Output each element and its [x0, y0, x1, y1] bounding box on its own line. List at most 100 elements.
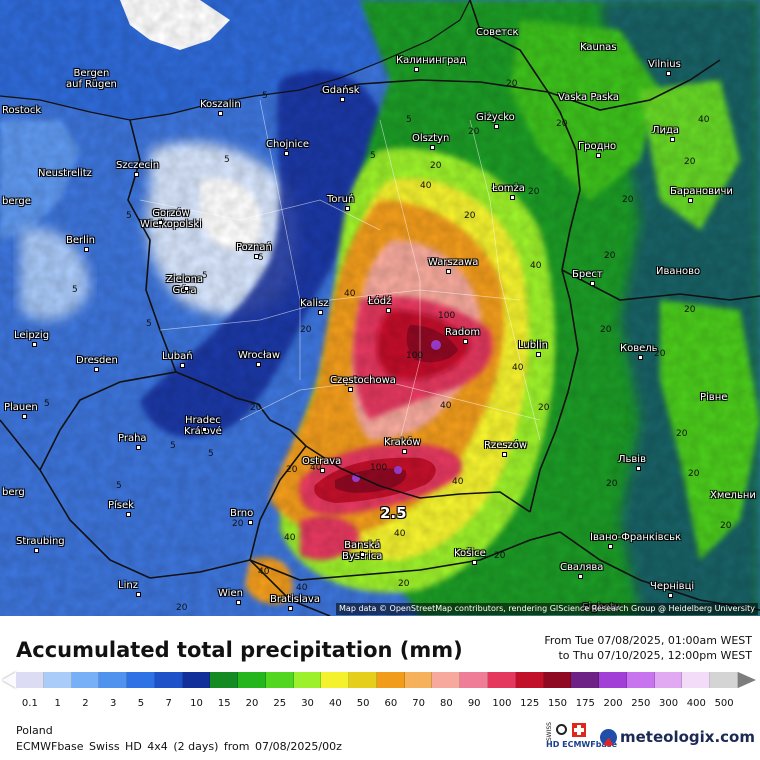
- city-marker: [510, 195, 515, 200]
- contour-value-label: 5: [406, 115, 412, 125]
- city-label: Rostock: [2, 105, 42, 116]
- scale-tick-label: 40: [328, 698, 342, 709]
- scale-tick-label: 250: [631, 698, 651, 709]
- scale-cell: [404, 672, 433, 688]
- city-marker: [34, 548, 39, 553]
- contour-value-label: 40: [512, 363, 524, 373]
- city-label: Свалява: [560, 562, 604, 573]
- badge-label: HD ECMWFbase: [546, 740, 618, 749]
- scale-cell: [265, 672, 294, 688]
- city-label: Giżycko: [476, 112, 515, 123]
- contour-value-label: 5: [208, 449, 214, 459]
- search-icon: [556, 724, 567, 735]
- city-label: Vilnius: [648, 59, 681, 70]
- scale-cell: [321, 672, 350, 688]
- city-marker: [202, 427, 207, 432]
- scale-tick-label: 2: [82, 698, 89, 709]
- scale-cell: [238, 672, 266, 688]
- contour-value-label: 20: [556, 119, 568, 129]
- scale-tick-label: 50: [356, 698, 370, 709]
- scale-cell: [43, 672, 72, 688]
- city-marker: [318, 310, 323, 315]
- city-label: Kalisz: [300, 298, 329, 309]
- contour-value-label: 100: [406, 351, 424, 361]
- precipitation-map[interactable]: Советск Kaunas Vilnius Калининград Bergen auf…: [0, 0, 760, 616]
- scale-cell: [599, 672, 627, 688]
- city-marker: [340, 97, 345, 102]
- city-marker: [94, 367, 99, 372]
- city-marker: [638, 355, 643, 360]
- city-marker: [536, 352, 541, 357]
- city-label: Olsztyn: [412, 133, 450, 144]
- contour-value-label: 40: [420, 181, 432, 191]
- city-label: Neustrelitz: [38, 168, 92, 179]
- scale-tick-label: 1: [54, 698, 61, 709]
- city-marker: [608, 544, 613, 549]
- city-marker: [502, 452, 507, 457]
- city-marker: [158, 220, 163, 225]
- scale-tick-label: 70: [412, 698, 426, 709]
- city-label: Чернівці: [650, 581, 695, 592]
- city-label: Иваново: [656, 266, 701, 277]
- scale-cell: [626, 672, 655, 688]
- city-marker: [430, 145, 435, 150]
- scale-cell: [182, 672, 211, 688]
- brand-logo[interactable]: meteologix.com: [600, 728, 755, 746]
- city-marker: [136, 592, 141, 597]
- period-end: to Thu 07/10/2025, 12:00pm WEST: [558, 649, 752, 662]
- contour-value-label: 20: [300, 325, 312, 335]
- city-label: Warszawa: [428, 257, 479, 268]
- scale-max-arrow: [738, 672, 756, 688]
- city-marker: [668, 593, 673, 598]
- contour-value-label: 5: [224, 155, 230, 165]
- city-marker: [463, 339, 468, 344]
- scale-tick-label: 200: [603, 698, 623, 709]
- contour-value-label: 20: [684, 305, 696, 315]
- contour-value-label: 20: [622, 195, 634, 205]
- swiss-flag-icon: [572, 723, 586, 737]
- city-marker: [670, 137, 675, 142]
- scale-cell: [543, 672, 572, 688]
- contour-value-label: 20: [606, 479, 618, 489]
- contour-value-label: 20: [676, 429, 688, 439]
- model-info: ECMWFbase Swiss HD 4x4 (2 days) from 07/…: [16, 740, 344, 753]
- max-value-label: 2.5: [380, 504, 407, 522]
- city-label: Częstochowa: [330, 375, 396, 386]
- scale-cell: [16, 672, 44, 688]
- city-label: Барановичи: [670, 186, 733, 197]
- scale-tick-label: 150: [547, 698, 568, 709]
- city-label: Linz: [118, 580, 138, 591]
- city-label: Poznań: [236, 242, 272, 253]
- city-label: Dresden: [76, 355, 118, 366]
- scale-cell: [349, 672, 377, 688]
- contour-value-label: 20: [464, 211, 476, 221]
- scale-cell: [710, 672, 738, 688]
- city-label: Vaska Paska: [558, 92, 619, 103]
- contour-value-label: 40: [296, 583, 308, 593]
- city-label: Kaunas: [580, 42, 617, 53]
- scale-tick-label: 500: [714, 698, 734, 709]
- city-marker: [256, 362, 261, 367]
- model-info-part: from: [223, 740, 250, 753]
- city-label: Plauen: [4, 402, 38, 413]
- contour-value-label: 100: [370, 463, 388, 473]
- contour-value-label: 40: [440, 401, 452, 411]
- city-marker: [218, 111, 223, 116]
- city-label: Wrocław: [238, 350, 281, 361]
- city-marker: [184, 286, 189, 291]
- city-marker: [345, 206, 350, 211]
- scale-ticks: 0.1 1 2 3 5 7 10 15 20 25 30 40 50 60 70 80 90 100 125 150 1…: [16, 698, 738, 710]
- city-label: Szczecin: [116, 160, 160, 171]
- contour-value-label: 40: [452, 477, 464, 487]
- model-info-part: (2 days): [173, 740, 219, 753]
- contour-value-label: 40: [344, 289, 356, 299]
- period-start: From Tue 07/08/2025, 01:00am WEST: [544, 634, 752, 647]
- city-label: Chojnice: [266, 139, 309, 150]
- city-marker: [494, 124, 499, 129]
- city-marker: [136, 445, 141, 450]
- city-marker: [688, 198, 693, 203]
- city-marker: [590, 281, 595, 286]
- city-label: Lubań: [162, 351, 193, 362]
- scale-tick-label: 0.1: [21, 698, 38, 709]
- city-label: Рівне: [700, 392, 728, 403]
